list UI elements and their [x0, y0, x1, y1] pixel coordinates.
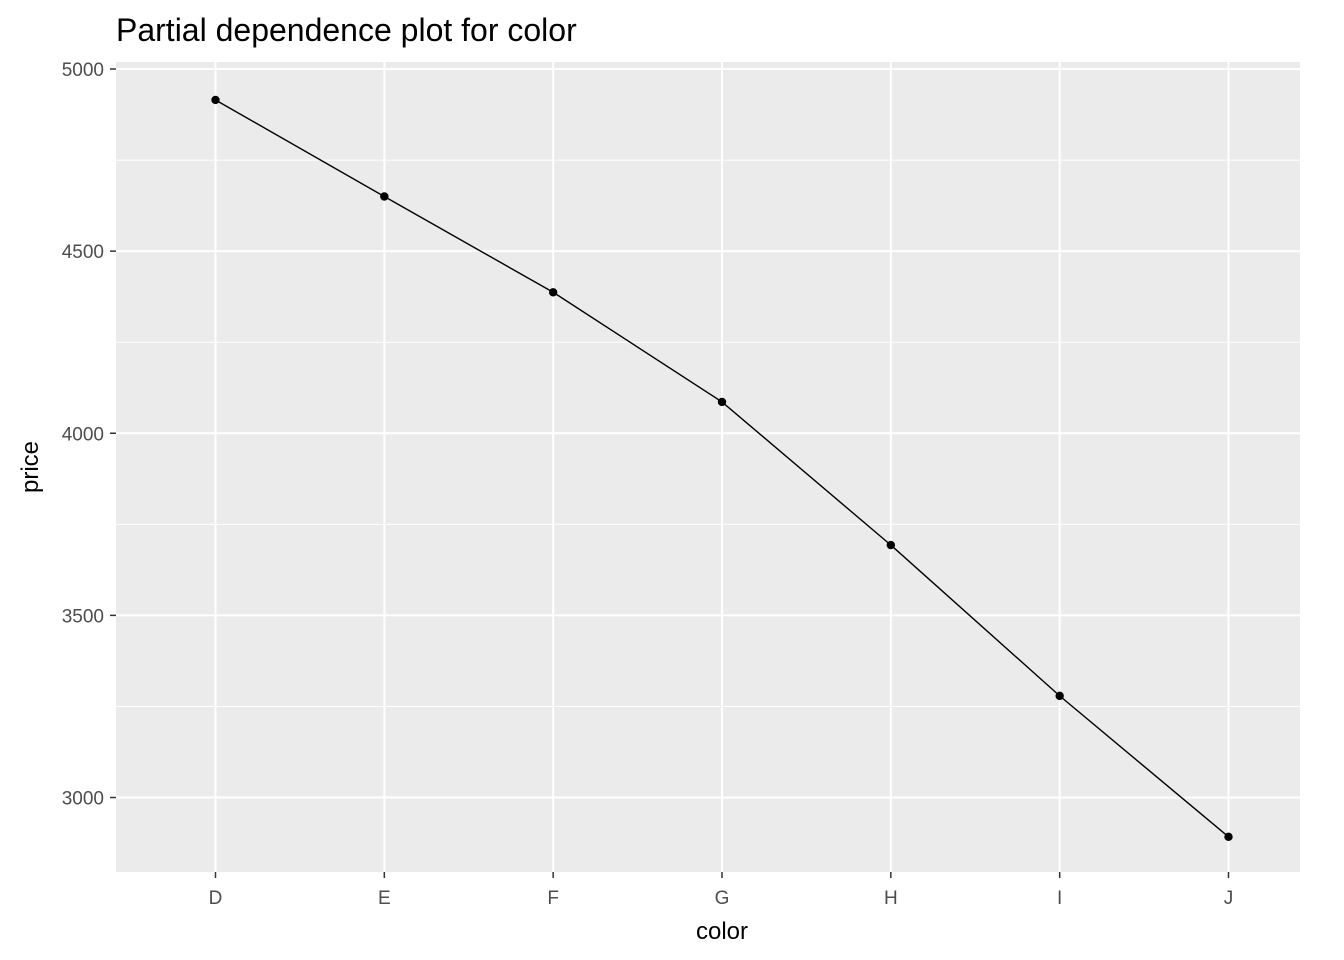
- x-tick-label: G: [715, 888, 730, 909]
- y-tick-label: 3000: [62, 789, 104, 810]
- y-tick-label: 3500: [62, 606, 104, 627]
- data-point: [886, 540, 896, 550]
- data-point: [211, 95, 220, 105]
- data-point: [1224, 832, 1233, 842]
- x-tick-label: H: [884, 888, 898, 909]
- x-tick-label: J: [1224, 888, 1234, 909]
- x-tick-label: D: [209, 888, 223, 909]
- data-point: [380, 192, 389, 201]
- y-tick-label: 4000: [62, 424, 104, 445]
- x-axis-title: color: [696, 918, 748, 945]
- x-tick-label: E: [378, 888, 391, 909]
- y-axis: 3000 3500 4000 4500 5000: [62, 60, 116, 810]
- data-point: [548, 288, 558, 297]
- y-tick-label: 4500: [62, 242, 104, 263]
- data-point: [717, 397, 727, 407]
- y-tick-label: 5000: [62, 60, 104, 81]
- chart-title: Partial dependence plot for color: [116, 12, 577, 48]
- plot-panel: [116, 62, 1300, 872]
- x-tick-label: I: [1057, 888, 1062, 909]
- data-series: [211, 95, 1233, 842]
- x-axis: D E F G H I J: [209, 872, 1234, 909]
- y-axis-title: price: [17, 441, 44, 493]
- x-tick-label: F: [547, 888, 559, 909]
- data-point: [1055, 691, 1064, 701]
